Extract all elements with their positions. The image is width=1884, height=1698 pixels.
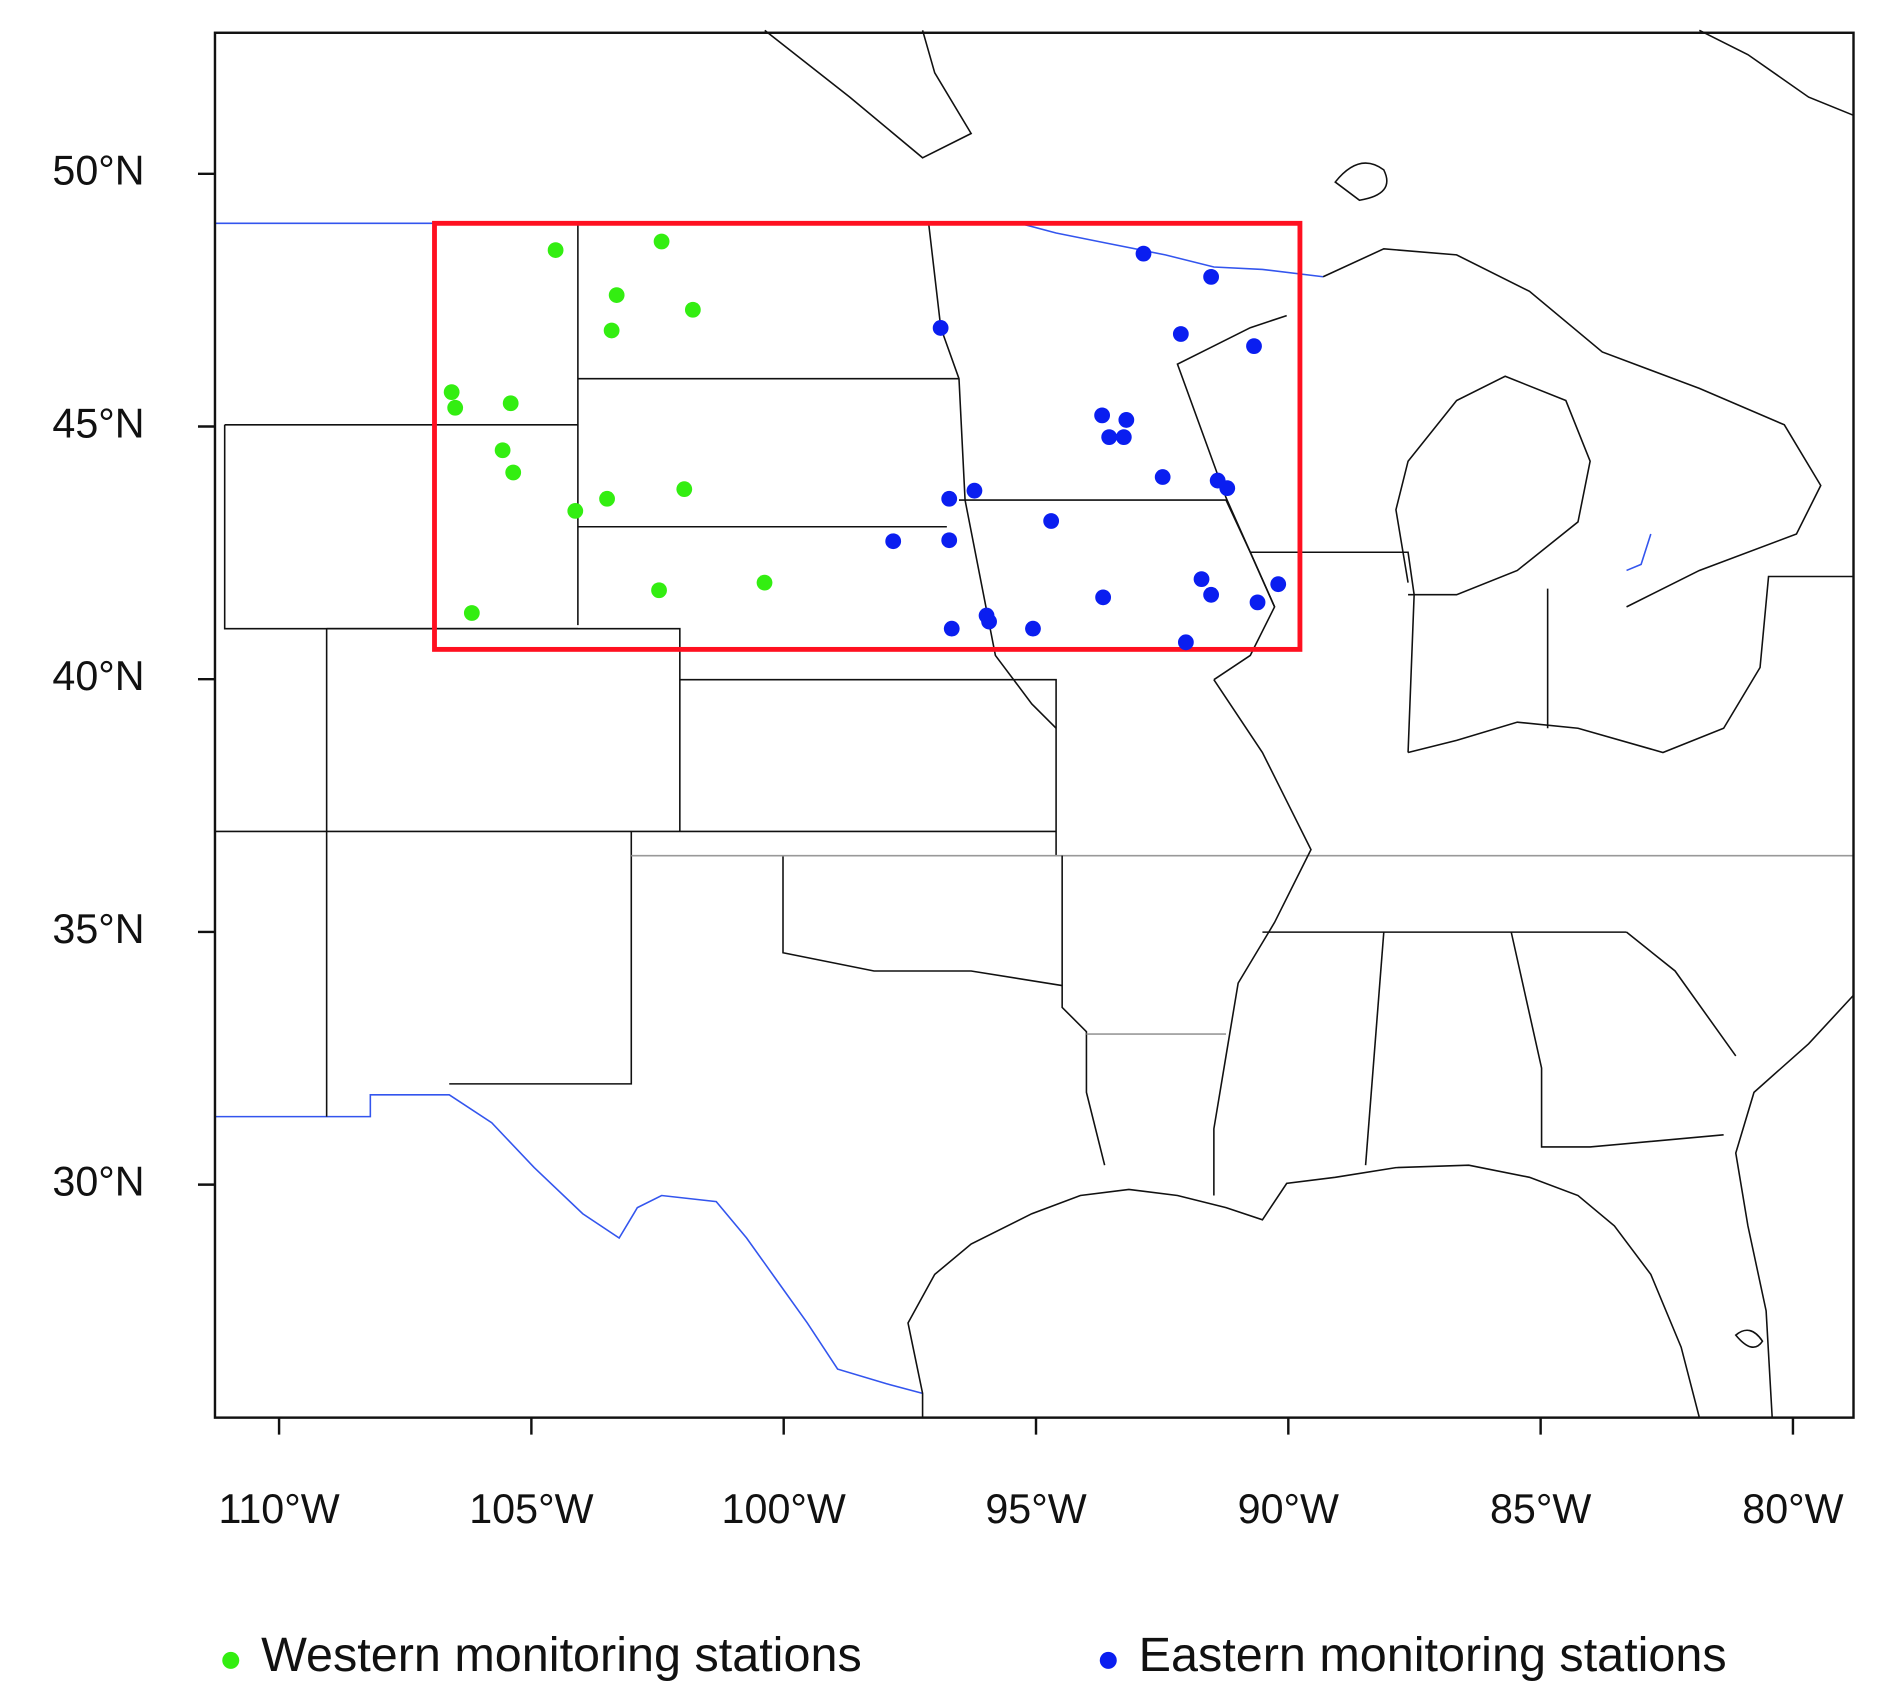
plot-frame	[213, 31, 1855, 1419]
station-point	[1177, 634, 1194, 651]
station-point	[599, 490, 615, 507]
station-point	[1135, 245, 1152, 262]
station-point	[1115, 429, 1132, 445]
station-point	[941, 490, 958, 507]
y-tick-label: 50°N	[52, 148, 144, 194]
legend-marker	[1099, 1651, 1117, 1669]
station-point	[603, 322, 620, 339]
y-tick-label: 40°N	[52, 653, 144, 699]
station-point	[443, 384, 460, 401]
legend-label: Eastern monitoring stations	[1139, 1628, 1727, 1682]
station-point	[567, 503, 584, 519]
station-point	[756, 574, 773, 591]
station-point	[1249, 594, 1266, 611]
station-point	[885, 533, 902, 550]
station-point	[981, 613, 997, 630]
station-point	[505, 464, 522, 481]
y-tick-label: 30°N	[52, 1159, 144, 1205]
station-point	[1203, 586, 1220, 603]
station-point	[941, 532, 958, 549]
station-point	[547, 242, 564, 258]
station-point	[1203, 269, 1220, 285]
station-point	[1154, 469, 1171, 485]
station-point	[1118, 412, 1135, 428]
station-point	[676, 481, 693, 498]
station-point	[966, 482, 983, 499]
y-tick-label: 45°N	[52, 400, 144, 446]
station-point	[684, 301, 701, 318]
station-point	[943, 620, 960, 637]
x-tick-label: 85°W	[1490, 1486, 1591, 1532]
x-tick-label: 100°W	[722, 1486, 846, 1532]
x-tick-label: 90°W	[1238, 1486, 1339, 1532]
legend-marker	[222, 1651, 240, 1669]
station-point	[1270, 576, 1287, 593]
station-point	[463, 605, 480, 621]
station-point	[1095, 589, 1112, 606]
station-point	[447, 399, 464, 416]
x-tick-label: 105°W	[469, 1486, 593, 1532]
station-point	[1246, 338, 1262, 355]
legend-label: Western monitoring stations	[261, 1628, 862, 1682]
station-point	[494, 442, 511, 459]
base-map	[214, 29, 1855, 1418]
station-point	[1193, 571, 1210, 588]
study-region	[432, 220, 1303, 652]
station-point	[1025, 620, 1041, 637]
station-point	[651, 582, 667, 599]
y-tick-label: 35°N	[52, 906, 144, 952]
station-point	[502, 395, 519, 412]
station-point	[653, 233, 670, 250]
station-point	[1094, 407, 1111, 424]
x-tick-label: 80°W	[1742, 1486, 1843, 1532]
station-point	[1043, 513, 1060, 529]
x-tick-label: 110°W	[218, 1486, 339, 1532]
station-point	[608, 287, 625, 303]
station-point	[932, 320, 949, 336]
station-point	[1172, 326, 1189, 342]
x-tick-label: 95°W	[985, 1486, 1086, 1532]
station-point	[1219, 480, 1236, 497]
station-point	[1101, 429, 1118, 445]
